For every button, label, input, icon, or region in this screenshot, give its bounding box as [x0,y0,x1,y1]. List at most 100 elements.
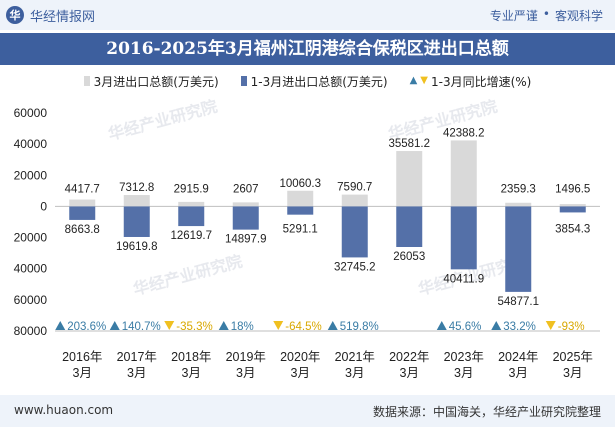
growth-marker-1 [109,321,120,330]
y-tick-label: 40000 [14,137,48,151]
y-tick-label: 80000 [14,324,48,338]
x-tick-label-month-4: 3月 [291,366,310,380]
x-tick-label-month-1: 3月 [127,366,146,380]
bar-cumulative-5 [341,206,368,258]
brand-name: 华经情报网 [30,9,96,25]
top-banner: 华 华经情报网 专业严谨 • 客观科学 [0,0,615,30]
footer: www.huaon.com 数据来源：中国海关，华经产业研究院整理 [0,395,615,427]
chart-legend: 3月进出口总额(万美元) 1-3月进出口总额(万美元) ▲ ▼ 1-3月同比增速… [0,70,615,92]
x-tick-label-month-3: 3月 [236,366,255,380]
growth-marker-4 [273,321,284,330]
growth-label-8: 33.2% [503,321,536,333]
x-tick-label-year-6: 2022年 [389,350,429,364]
label-cumulative-8: 54877.1 [497,296,539,308]
bar-march-5 [341,194,368,207]
bar-cumulative-4 [287,206,314,215]
label-cumulative-2: 12619.7 [170,230,212,242]
label-cumulative-4: 5291.1 [283,223,318,235]
brand[interactable]: 华 华经情报网 [6,5,95,25]
growth-label-5: 519.8% [340,321,379,333]
bar-march-0 [69,199,96,207]
legend-label-cumulative: 1-3月进出口总额(万美元) [250,74,388,89]
label-march-4: 10060.3 [279,178,321,190]
bar-march-8 [505,202,532,207]
label-cumulative-1: 19619.8 [116,241,158,253]
growth-label-4: -64.5% [285,321,321,333]
x-tick-label-year-2: 2018年 [171,350,211,364]
growth-marker-8 [491,321,502,330]
label-cumulative-3: 14897.9 [225,234,267,246]
x-tick-label-month-6: 3月 [400,366,419,380]
y-tick-label: 0 [40,199,47,213]
bar-cumulative-1 [123,206,150,237]
legend-swatch-march [83,76,90,86]
chart-title: 2016-2025年3月福州江阴港综合保税区进出口总额 [0,33,615,65]
watermark-text: 华经产业研究院 [106,97,219,144]
label-march-6: 35581.2 [388,138,430,150]
legend-triangle-up-icon: ▲ [409,75,418,86]
bar-cumulative-8 [505,206,532,292]
growth-label-0: 203.6% [67,321,106,333]
legend-label-march: 3月进出口总额(万美元) [93,74,219,89]
growth-marker-7 [436,321,447,330]
x-tick-label-year-7: 2023年 [444,350,484,364]
label-cumulative-9: 3854.3 [555,223,590,235]
slogan-left: 专业严谨 [489,9,538,23]
bar-cumulative-9 [559,206,586,213]
bar-march-6 [396,151,423,207]
bar-march-9 [559,204,586,207]
y-tick-label: 60000 [14,293,48,307]
bar-cumulative-3 [232,206,259,230]
x-tick-label-month-2: 3月 [182,366,201,380]
growth-label-7: 45.6% [449,321,482,333]
footer-source: 数据来源：中国海关，华经产业研究院整理 [372,405,601,419]
bar-cumulative-2 [178,206,205,227]
x-tick-label-year-4: 2020年 [280,350,320,364]
legend-item-march: 3月进出口总额(万美元) [83,73,219,90]
growth-marker-5 [327,321,338,330]
slogan-right: 客观科学 [554,9,603,23]
watermark-text: 华经产业研究院 [131,252,244,299]
legend-item-cumulative: 1-3月进出口总额(万美元) [240,73,388,90]
x-tick-label-year-3: 2019年 [226,350,266,364]
y-tick-label: 60000 [14,106,48,120]
x-tick-label-year-5: 2021年 [335,350,375,364]
slogan-separator: • [542,7,550,21]
brand-logo-icon: 华 [6,6,24,24]
bar-cumulative-6 [396,206,423,247]
x-tick-label-month-0: 3月 [73,366,92,380]
legend-item-growth: ▲ ▼ 1-3月同比增速(%) [410,73,532,90]
growth-marker-0 [55,321,66,330]
y-tick-label: 40000 [14,262,48,276]
y-tick-label: 20000 [14,168,48,182]
legend-swatch-cumulative [240,76,247,86]
label-cumulative-0: 8663.8 [65,224,100,236]
x-tick-label-month-7: 3月 [454,366,473,380]
label-march-5: 7590.7 [337,182,372,194]
label-march-3: 2607 [233,183,259,195]
growth-label-2: -35.3% [176,321,212,333]
label-march-8: 2359.3 [501,183,536,195]
label-march-7: 42388.2 [443,127,485,139]
x-tick-label-month-5: 3月 [345,366,364,380]
footer-url[interactable]: www.huaon.com [14,403,114,417]
slogan: 专业严谨 • 客观科学 [490,7,603,24]
bar-cumulative-0 [69,206,96,220]
x-tick-label-month-8: 3月 [509,366,528,380]
y-tick-label: 20000 [14,231,48,245]
growth-marker-2 [164,321,175,330]
bar-cumulative-7 [450,206,477,270]
growth-label-3: 18% [231,321,254,333]
label-cumulative-7: 40411.9 [443,273,484,285]
growth-label-1: 140.7% [122,321,161,333]
label-march-2: 2915.9 [174,183,209,195]
growth-marker-3 [218,321,229,330]
x-tick-label-year-0: 2016年 [62,350,102,364]
x-tick-label-month-9: 3月 [563,366,582,380]
bar-march-2 [178,201,205,207]
label-cumulative-5: 32745.2 [334,261,376,273]
x-tick-label-year-1: 2017年 [117,350,157,364]
legend-label-growth: 1-3月同比增速(%) [431,74,532,89]
label-march-9: 1496.5 [555,183,590,195]
